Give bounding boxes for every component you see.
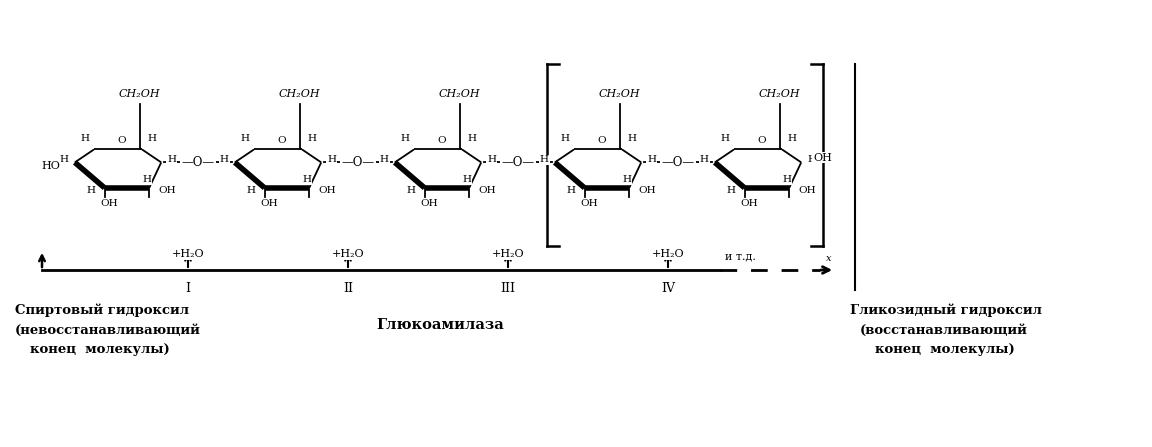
Text: O: O (598, 136, 606, 145)
Text: OH: OH (420, 199, 438, 208)
Text: CH₂OH: CH₂OH (599, 89, 641, 99)
Text: OH: OH (798, 186, 817, 195)
Text: —O—: —O— (181, 156, 214, 169)
Text: x: x (826, 254, 832, 263)
Text: OH: OH (260, 199, 278, 208)
Text: конец  молекулы): конец молекулы) (30, 343, 169, 357)
Text: O: O (438, 136, 446, 145)
Text: +H₂O: +H₂O (332, 249, 364, 259)
Text: III: III (500, 282, 515, 295)
Text: H: H (462, 175, 471, 184)
Text: H: H (782, 175, 791, 184)
Text: +H₂O: +H₂O (492, 249, 524, 259)
Text: конец  молекулы): конец молекулы) (876, 343, 1015, 357)
Text: H: H (60, 156, 69, 164)
Text: —O—: —O— (661, 156, 695, 169)
Text: CH₂OH: CH₂OH (119, 89, 160, 99)
Text: H: H (699, 156, 708, 164)
Text: CH₂OH: CH₂OH (439, 89, 480, 99)
Text: H: H (647, 156, 657, 164)
Text: OH: OH (638, 186, 657, 195)
Text: (невосстанавливающий: (невосстанавливающий (15, 324, 200, 337)
Text: HO: HO (41, 161, 60, 171)
Text: H: H (407, 186, 416, 195)
Text: H: H (327, 156, 336, 164)
Text: H: H (622, 175, 631, 184)
Text: O: O (118, 136, 127, 145)
Text: O: O (758, 136, 766, 145)
Text: Спиртовый гидроксил: Спиртовый гидроксил (15, 303, 189, 317)
Text: +H₂O: +H₂O (172, 249, 204, 259)
Text: H: H (540, 156, 548, 164)
Text: H: H (561, 135, 570, 143)
Text: H: H (627, 135, 636, 143)
Text: H: H (302, 175, 311, 184)
Text: Гликозидный гидроксил: Гликозидный гидроксил (850, 303, 1041, 317)
Text: H: H (241, 135, 250, 143)
Text: H: H (167, 156, 176, 164)
Text: H: H (727, 186, 736, 195)
Text: H: H (567, 186, 576, 195)
Text: H: H (787, 135, 796, 143)
Text: OH: OH (581, 199, 598, 208)
Text: H: H (467, 135, 476, 143)
Text: H: H (308, 135, 316, 143)
Text: Глюкоамилаза: Глюкоамилаза (376, 318, 503, 332)
Text: H: H (86, 186, 96, 195)
Text: IV: IV (661, 282, 675, 295)
Text: CH₂OH: CH₂OH (759, 89, 801, 99)
Text: OH: OH (159, 186, 176, 195)
Text: CH₂OH: CH₂OH (279, 89, 320, 99)
Text: —O—: —O— (501, 156, 535, 169)
Text: OH: OH (741, 199, 758, 208)
Text: +H₂O: +H₂O (652, 249, 684, 259)
Text: H: H (143, 175, 151, 184)
Text: (восстанавливающий: (восстанавливающий (861, 324, 1028, 337)
Text: H: H (808, 156, 817, 164)
Text: I: I (185, 282, 190, 295)
Text: OH: OH (319, 186, 336, 195)
Text: II: II (343, 282, 353, 295)
Text: OH: OH (100, 199, 119, 208)
Text: H: H (81, 135, 90, 143)
Text: H: H (147, 135, 157, 143)
Text: H: H (247, 186, 256, 195)
Text: OH: OH (813, 152, 832, 163)
Text: H: H (380, 156, 388, 164)
Text: и т.д.: и т.д. (725, 251, 756, 261)
Text: H: H (721, 135, 730, 143)
Text: OH: OH (478, 186, 497, 195)
Text: O: O (278, 136, 286, 145)
Text: H: H (401, 135, 410, 143)
Text: —O—: —O— (341, 156, 374, 169)
Text: H: H (220, 156, 229, 164)
Text: H: H (487, 156, 497, 164)
